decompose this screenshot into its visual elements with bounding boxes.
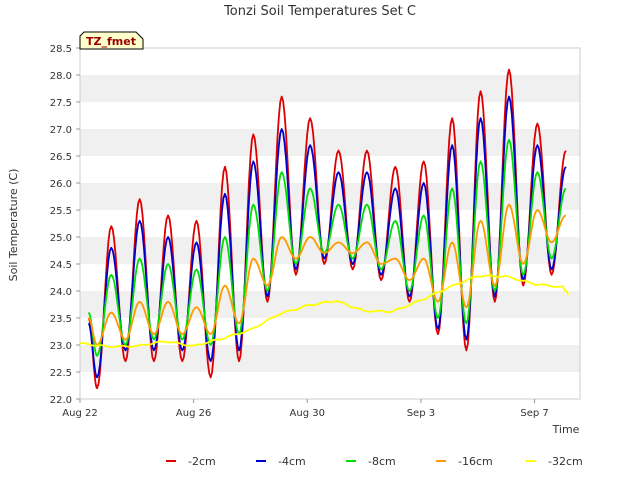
y-tick-label: 26.0 — [50, 179, 72, 190]
legend: -2cm -4cm -8cm -16cm -32cm — [166, 455, 583, 468]
y-tick-label: 24.5 — [50, 260, 72, 271]
y-tick-label: 28.0 — [50, 71, 72, 82]
grid-band — [80, 183, 580, 210]
y-tick-label: 27.5 — [50, 98, 72, 109]
y-tick-label: 26.5 — [50, 152, 72, 163]
grid-band — [80, 129, 580, 156]
series-line-4cm — [87, 95, 567, 379]
x-tick-label: Aug 30 — [290, 408, 325, 419]
y-tick-label: 25.0 — [50, 233, 72, 244]
grid-band — [80, 102, 580, 129]
x-tick-label: Aug 26 — [176, 408, 211, 419]
station-badge: TZ_fmet — [79, 31, 144, 50]
plot-frame — [79, 47, 581, 400]
grid-band — [80, 318, 580, 345]
legend-label: -4cm — [278, 455, 306, 468]
legend-label: -16cm — [458, 455, 493, 468]
y-tick-label: 25.5 — [50, 206, 72, 217]
y-axis-label: Soil Temperature (C) — [7, 169, 20, 282]
x-axis-ticks: Aug 22 Aug 26 Aug 30 Sep 3 Sep 7 — [62, 399, 549, 419]
y-axis-ticks: 22.0 22.5 23.0 23.5 24.0 24.5 25.0 25.5 26.0 26.5… — [50, 44, 80, 406]
y-tick-label: 24.0 — [50, 287, 72, 298]
grid-band — [80, 264, 580, 291]
series-line-32cm — [79, 274, 570, 349]
legend-label: -32cm — [548, 455, 583, 468]
grid-band — [80, 372, 580, 399]
x-tick-label: Sep 3 — [407, 408, 435, 419]
chart-title: Tonzi Soil Temperatures Set C — [223, 4, 416, 19]
legend-label: -8cm — [368, 455, 396, 468]
y-tick-label: 22.5 — [50, 368, 72, 379]
x-tick-label: Sep 7 — [520, 408, 548, 419]
y-tick-label: 22.0 — [50, 395, 72, 406]
y-tick-label: 28.5 — [50, 44, 72, 55]
x-axis-label: Time — [552, 423, 580, 436]
legend-label: -2cm — [188, 455, 216, 468]
grid-band — [80, 75, 580, 102]
series-lines — [79, 68, 570, 390]
y-tick-label: 23.5 — [50, 314, 72, 325]
grid-band — [80, 156, 580, 183]
series-line-16cm — [87, 203, 567, 346]
y-tick-label: 23.0 — [50, 341, 72, 352]
badge-label: TZ_fmet — [86, 35, 136, 48]
x-tick-label: Aug 22 — [62, 408, 97, 419]
grid-band — [80, 291, 580, 318]
grid-band — [80, 345, 580, 372]
grid-band — [80, 48, 580, 75]
y-tick-label: 27.0 — [50, 125, 72, 136]
badge-shape — [79, 31, 144, 50]
series-line-2cm — [87, 68, 567, 390]
